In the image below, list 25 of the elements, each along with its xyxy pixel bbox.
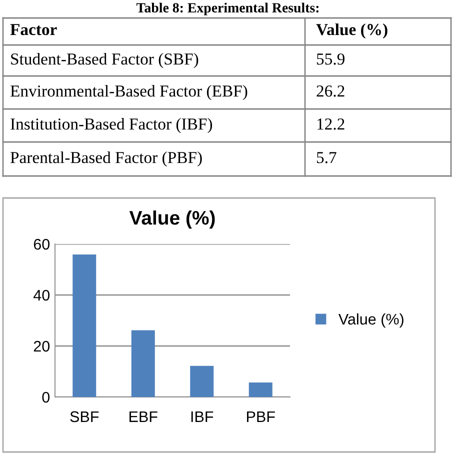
bar [72, 254, 96, 397]
x-tick-label: PBF [247, 411, 275, 422]
y-tick-label: 0 [42, 392, 50, 403]
text: 12.2 [317, 118, 344, 130]
bar [131, 330, 155, 397]
bar [190, 366, 214, 397]
x-tick-label: SBF [70, 411, 99, 422]
caption: Table 8: Experimental Results: [136, 2, 319, 16]
text: Parental-Based Factor (PBF) [10, 151, 202, 167]
text: 5.7 [316, 152, 336, 164]
text: Institution-Based Factor (IBF) [10, 118, 212, 134]
x-tick-label: IBF [191, 411, 214, 422]
text: Environmental-Based Factor (EBF) [10, 84, 248, 100]
y-tick-label: 40 [34, 290, 50, 301]
x-tick-label: EBF [130, 411, 158, 422]
legend-label: Value (%) [338, 313, 404, 328]
text: Value (%) [316, 23, 388, 39]
text: 55.9 [316, 53, 344, 65]
text: Student-Based Factor (SBF) [11, 52, 198, 68]
bar [248, 382, 272, 397]
text: 26.2 [316, 85, 344, 97]
y-tick-label: 60 [34, 238, 50, 250]
chart-title: Value (%) [129, 210, 215, 229]
text: Factor [10, 24, 57, 36]
y-tick-label: 20 [34, 340, 50, 352]
